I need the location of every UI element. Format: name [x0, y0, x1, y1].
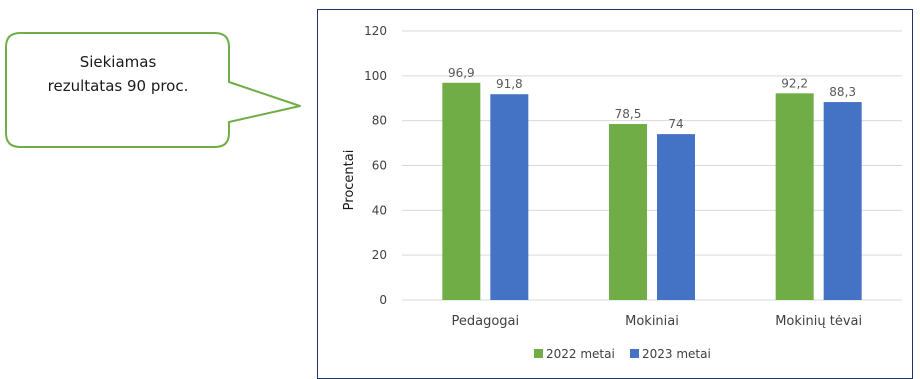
data-label: 78,5: [615, 107, 642, 121]
y-axis-label: Procentai: [342, 150, 357, 211]
data-label: 92,2: [781, 76, 808, 90]
bar: [823, 102, 862, 300]
legend: 2022 metai 2023 metai: [534, 347, 711, 361]
y-tick-label: 20: [372, 248, 387, 262]
data-label: 74: [668, 117, 683, 131]
callout-text: Siekiamas rezultatas 90 proc.: [10, 50, 226, 98]
x-axis-ticks: Pedagogai Mokiniai Mokinių tėvai: [452, 314, 863, 329]
bars: [442, 82, 862, 301]
y-axis-ticks: 0 20 40 60 80 100 120: [364, 24, 387, 307]
legend-swatch: [630, 349, 639, 358]
callout-line-2: rezultatas 90 proc.: [47, 77, 189, 95]
y-tick-label: 60: [372, 159, 387, 173]
bar-chart: 0 20 40 60 80 100 120 96,9 91,8 78,5 74 92,2 88,3 P…: [342, 24, 902, 361]
data-label: 96,9: [448, 66, 475, 80]
x-tick-label: Mokiniai: [625, 314, 679, 329]
bar: [657, 134, 695, 300]
y-tick-label: 40: [372, 203, 387, 217]
data-labels: 96,9 91,8 78,5 74 92,2 88,3: [448, 66, 856, 131]
data-label: 88,3: [829, 85, 856, 99]
bar: [775, 93, 814, 301]
callout-bubble: [5, 32, 301, 148]
x-tick-label: Mokinių tėvai: [775, 314, 862, 329]
legend-swatch: [534, 349, 543, 358]
bar: [609, 124, 647, 300]
x-tick-label: Pedagogai: [452, 314, 520, 329]
legend-label: 2022 metai: [546, 347, 615, 361]
callout-line-1: Siekiamas: [79, 53, 157, 71]
y-tick-label: 100: [364, 69, 387, 83]
bar: [490, 94, 529, 300]
gridlines: [402, 30, 902, 301]
y-tick-label: 0: [379, 293, 387, 307]
callout-shape: [5, 32, 301, 148]
data-label: 91,8: [496, 77, 523, 91]
bar: [442, 82, 481, 300]
y-tick-label: 120: [364, 24, 387, 38]
y-tick-label: 80: [372, 114, 387, 128]
legend-label: 2023 metai: [642, 347, 711, 361]
